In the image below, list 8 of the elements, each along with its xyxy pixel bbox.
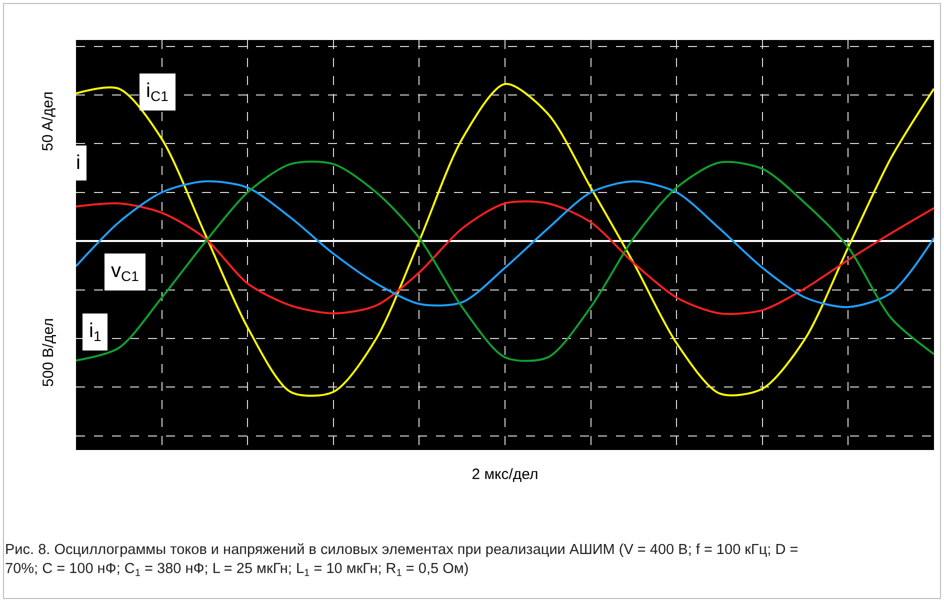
text: Рис. 8. Осциллограммы токов и напряжений в силовых элементах при реализации АШИМ (V = 400 В; f = 100 кГц; D = 70%; C = 100 нФ; C$_{1}$ = 380 нФ; L = 25 мкГн; L$_{1}$ = 10 мкГн; R$_{1}$ = 0,5 Ом) xyxy=(5,542,798,579)
series-label: i$_{C1}$ xyxy=(146,80,169,104)
y-axis-title: 50 A/дел xyxy=(40,92,57,152)
text: 500 B/дел xyxy=(40,318,57,387)
series-label: i$_{1}$ xyxy=(89,320,102,344)
series-label: v$_{C1}$ xyxy=(111,260,140,284)
x-axis-title: 2 мкс/дел xyxy=(472,466,538,483)
series-label: i xyxy=(76,152,80,174)
